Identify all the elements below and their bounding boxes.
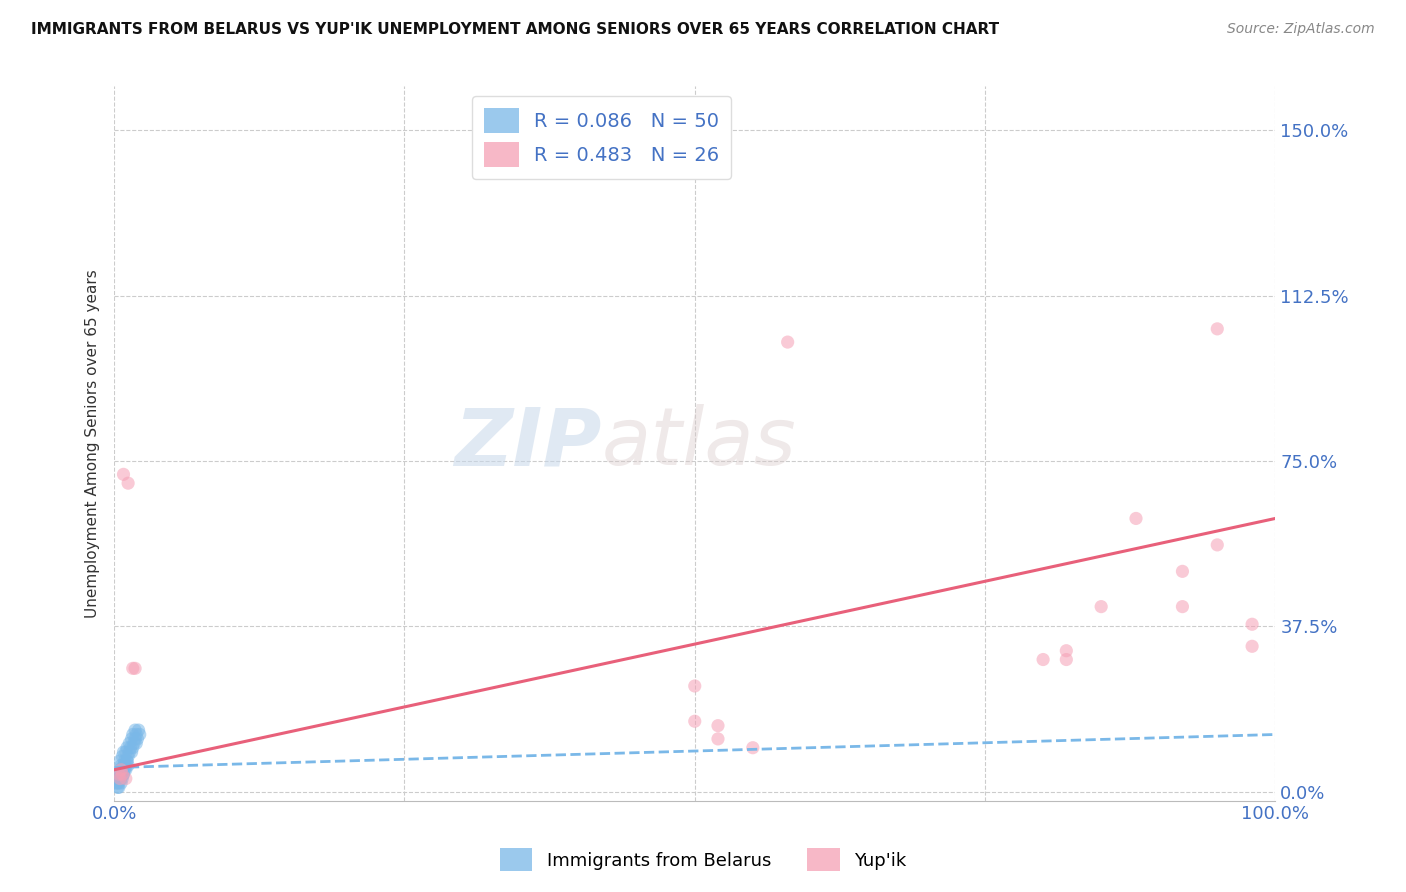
Point xyxy=(741,740,763,755)
Point xyxy=(108,772,131,786)
Point xyxy=(107,776,129,790)
Point xyxy=(117,476,139,491)
Point xyxy=(115,754,138,768)
Point xyxy=(1206,538,1229,552)
Point xyxy=(115,740,138,755)
Point xyxy=(776,335,799,350)
Point xyxy=(112,745,135,759)
Point xyxy=(1241,617,1264,632)
Point xyxy=(110,763,132,777)
Point xyxy=(1054,643,1077,657)
Point xyxy=(108,772,131,786)
Point xyxy=(108,767,131,781)
Text: ZIP: ZIP xyxy=(454,404,602,483)
Point xyxy=(108,776,131,790)
Point xyxy=(124,731,146,746)
Point xyxy=(114,772,136,786)
Point xyxy=(121,740,143,755)
Point xyxy=(121,661,143,675)
Point xyxy=(1171,599,1194,614)
Point xyxy=(114,763,136,777)
Point xyxy=(108,754,131,768)
Point xyxy=(120,740,142,755)
Point xyxy=(125,727,148,741)
Point xyxy=(1206,322,1229,336)
Point xyxy=(683,714,706,729)
Point xyxy=(125,736,148,750)
Point xyxy=(128,727,150,741)
Point xyxy=(1032,652,1054,666)
Point xyxy=(110,758,132,772)
Point xyxy=(114,763,136,777)
Point xyxy=(1171,565,1194,579)
Point xyxy=(127,731,149,746)
Point xyxy=(110,767,132,781)
Point xyxy=(122,736,145,750)
Point xyxy=(124,661,146,675)
Point xyxy=(108,763,131,777)
Point xyxy=(118,736,141,750)
Point xyxy=(112,767,135,781)
Point xyxy=(1241,640,1264,654)
Text: atlas: atlas xyxy=(602,404,797,483)
Point xyxy=(114,758,136,772)
Point xyxy=(111,763,134,777)
Point xyxy=(114,745,136,759)
Text: IMMIGRANTS FROM BELARUS VS YUP'IK UNEMPLOYMENT AMONG SENIORS OVER 65 YEARS CORRE: IMMIGRANTS FROM BELARUS VS YUP'IK UNEMPL… xyxy=(31,22,1000,37)
Point xyxy=(112,758,135,772)
Point xyxy=(110,772,132,786)
Legend: Immigrants from Belarus, Yup'ik: Immigrants from Belarus, Yup'ik xyxy=(492,841,914,879)
Point xyxy=(707,719,730,733)
Point xyxy=(111,749,134,764)
Point xyxy=(128,723,150,737)
Point xyxy=(121,727,143,741)
Point xyxy=(112,767,135,781)
Point xyxy=(118,745,141,759)
Point xyxy=(114,754,136,768)
Point xyxy=(111,767,134,781)
Point xyxy=(117,758,139,772)
Point xyxy=(115,754,138,768)
Point xyxy=(1090,599,1112,614)
Point xyxy=(683,679,706,693)
Point xyxy=(707,731,730,746)
Point xyxy=(108,767,131,781)
Point xyxy=(105,776,128,790)
Y-axis label: Unemployment Among Seniors over 65 years: Unemployment Among Seniors over 65 years xyxy=(86,269,100,618)
Point xyxy=(107,772,129,786)
Legend: R = 0.086   N = 50, R = 0.483   N = 26: R = 0.086 N = 50, R = 0.483 N = 26 xyxy=(472,96,731,179)
Point xyxy=(124,723,146,737)
Point xyxy=(1054,652,1077,666)
Point xyxy=(111,763,134,777)
Point xyxy=(108,772,131,786)
Point xyxy=(108,767,131,781)
Point xyxy=(107,780,129,795)
Point xyxy=(112,467,135,482)
Point xyxy=(121,745,143,759)
Point xyxy=(121,731,143,746)
Point xyxy=(114,758,136,772)
Point xyxy=(108,780,131,795)
Point xyxy=(110,776,132,790)
Text: Source: ZipAtlas.com: Source: ZipAtlas.com xyxy=(1227,22,1375,37)
Point xyxy=(1125,511,1147,525)
Point xyxy=(111,772,134,786)
Point xyxy=(117,749,139,764)
